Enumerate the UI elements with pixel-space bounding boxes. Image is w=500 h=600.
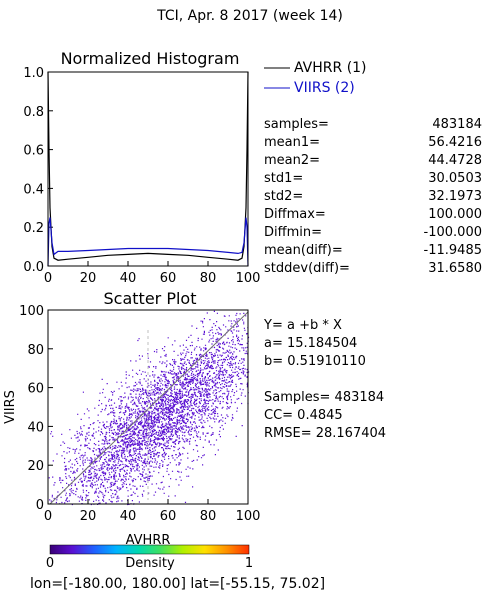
stat-label: mean1=: [264, 135, 320, 150]
colorbar-min-label: 0: [46, 556, 54, 571]
scatter-ylabel: VIIRS: [3, 390, 18, 424]
scatter-ytick-label: 20: [27, 459, 44, 474]
histogram-title: Normalized Histogram: [61, 49, 240, 68]
stat-label: std1=: [264, 171, 303, 186]
figure-title: TCI, Apr. 8 2017 (week 14): [156, 8, 343, 24]
summary-samples: Samples= 483184: [264, 390, 384, 405]
hist-line-viirs: [47, 217, 249, 267]
colorbar-label: Density: [125, 556, 175, 571]
legend-label-viirs: VIIRS (2): [294, 80, 355, 96]
colorbar-max-label: 1: [245, 556, 253, 571]
hist-ytick-label: 0.6: [23, 144, 44, 159]
scatter-ytick-label: 100: [19, 304, 44, 319]
stat-value: 56.4216: [428, 135, 482, 150]
summary-cc: CC= 0.4845: [264, 408, 343, 423]
scatter-diagonal: [49, 311, 249, 505]
hist-ytick-label: 0.2: [23, 221, 44, 236]
hist-line-avhrr: [47, 71, 249, 261]
scatter-ytick-label: 80: [27, 343, 44, 358]
hist-ytick-label: 0.0: [23, 260, 44, 275]
scatter-frame: [47, 309, 249, 505]
stat-label: stddev(diff)=: [264, 261, 350, 276]
scatter-ytick-label: 40: [27, 420, 44, 435]
stat-value: 483184: [432, 117, 482, 132]
scatter-xtick-label: 60: [160, 509, 177, 524]
stat-value: -100.000: [424, 225, 482, 240]
hist-xtick-label: 80: [200, 271, 217, 286]
stat-value: 44.4728: [428, 153, 482, 168]
scatter-ytick-label: 0: [36, 498, 44, 513]
hist-xtick-label: 100: [236, 271, 261, 286]
scatter-axes: 0 20 40 60 80 100 0 20 40 60 80 100: [19, 304, 260, 524]
hist-xtick-label: 60: [160, 271, 177, 286]
fit-b: b= 0.51910110: [264, 354, 366, 369]
scatter-xtick-label: 20: [80, 509, 97, 524]
histogram-axes: 0 20 40 60 80 100 0.0 0.2 0.4 0.6 0.8 1.0: [23, 66, 260, 286]
stat-value: 32.1973: [428, 189, 482, 204]
histogram-stats: samples= 483184 mean1= 56.4216 mean2= 44.4728…: [264, 117, 482, 276]
stat-value: -11.9485: [424, 243, 482, 258]
footer-range: lon=[-180.00, 180.00] lat=[-55.15, 75.02…: [30, 576, 325, 592]
hist-xtick-label: 40: [120, 271, 137, 286]
legend-label-avhrr: AVHRR (1): [294, 60, 367, 76]
scatter-xlabel: AVHRR: [126, 533, 171, 548]
histogram-lines: [47, 71, 249, 267]
scatter-xtick-label: 40: [120, 509, 137, 524]
stat-value: 100.000: [428, 207, 482, 222]
stat-label: samples=: [264, 117, 329, 132]
stat-label: std2=: [264, 189, 303, 204]
hist-xtick-label: 20: [80, 271, 97, 286]
fit-equation: Y= a +b * X: [263, 318, 342, 333]
summary-rmse: RMSE= 28.167404: [264, 426, 386, 441]
hist-ytick-label: 0.8: [23, 105, 44, 120]
scatter-xtick-label: 80: [200, 509, 217, 524]
stat-label: Diffmax=: [264, 207, 326, 222]
density-colorbar: [49, 544, 250, 555]
scatter-xtick-label: 100: [236, 509, 261, 524]
stat-value: 31.6580: [428, 261, 482, 276]
scatter-ytick-label: 60: [27, 382, 44, 397]
hist-ytick-label: 1.0: [23, 66, 44, 81]
stat-label: mean(diff)=: [264, 243, 343, 258]
stat-label: Diffmin=: [264, 225, 322, 240]
hist-xtick-label: 0: [44, 271, 52, 286]
scatter-xtick-label: 0: [44, 509, 52, 524]
histogram-frame: [47, 71, 249, 267]
hist-ytick-label: 0.4: [23, 182, 44, 197]
fit-a: a= 15.184504: [264, 336, 357, 351]
stat-label: mean2=: [264, 153, 320, 168]
stat-value: 30.0503: [428, 171, 482, 186]
scatter-title: Scatter Plot: [104, 289, 197, 308]
